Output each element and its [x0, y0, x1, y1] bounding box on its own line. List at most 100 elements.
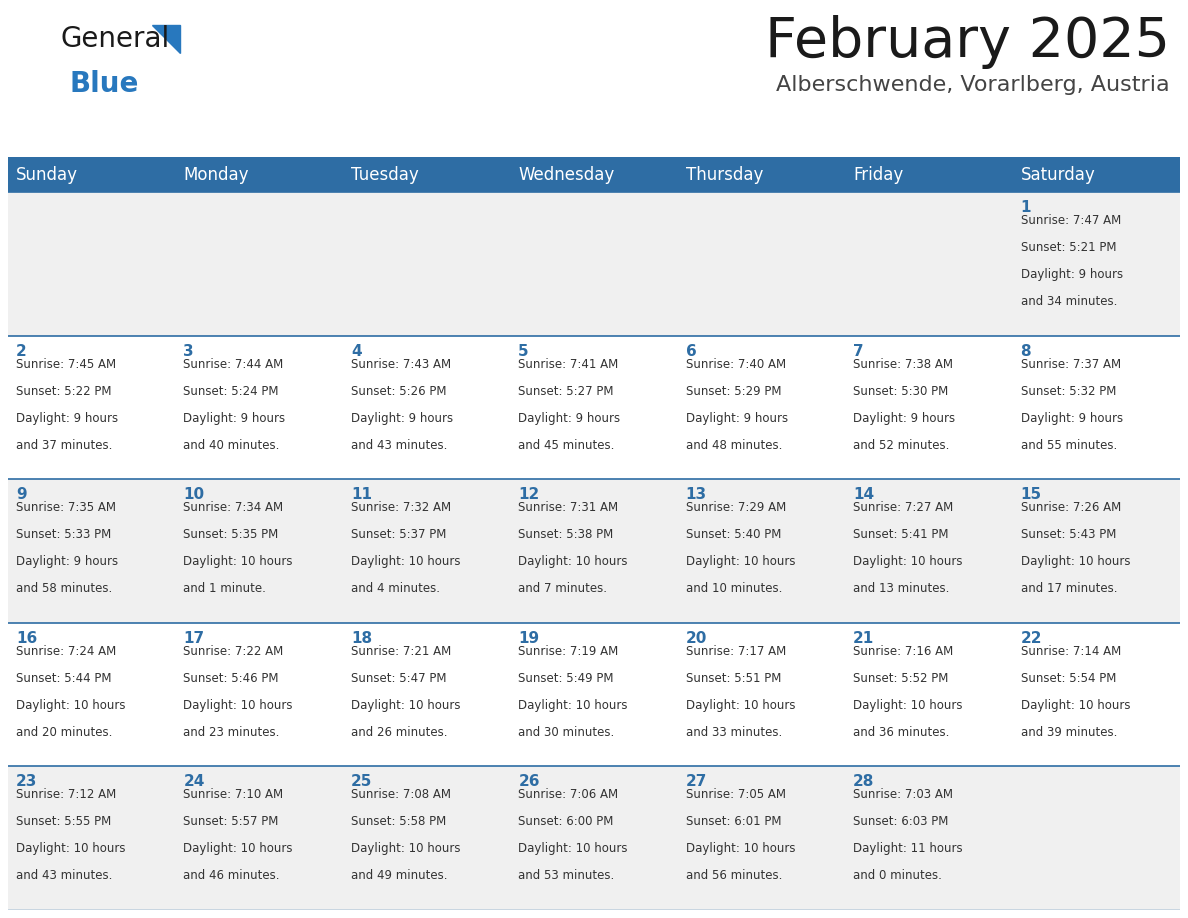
- Text: Daylight: 10 hours: Daylight: 10 hours: [183, 555, 293, 568]
- Text: Sunrise: 7:40 AM: Sunrise: 7:40 AM: [685, 358, 785, 371]
- Text: Sunrise: 7:22 AM: Sunrise: 7:22 AM: [183, 644, 284, 658]
- Text: Daylight: 10 hours: Daylight: 10 hours: [685, 843, 795, 856]
- Bar: [511, 336, 677, 479]
- Text: Sunset: 5:21 PM: Sunset: 5:21 PM: [1020, 241, 1116, 254]
- Text: Sunset: 5:22 PM: Sunset: 5:22 PM: [15, 385, 112, 397]
- Text: 12: 12: [518, 487, 539, 502]
- Text: Daylight: 9 hours: Daylight: 9 hours: [15, 555, 118, 568]
- Text: Sunset: 6:03 PM: Sunset: 6:03 PM: [853, 815, 948, 828]
- Bar: [677, 192, 845, 336]
- Text: Daylight: 9 hours: Daylight: 9 hours: [853, 411, 955, 425]
- Text: Sunrise: 7:05 AM: Sunrise: 7:05 AM: [685, 789, 785, 801]
- Text: Sunset: 5:51 PM: Sunset: 5:51 PM: [685, 672, 781, 685]
- Bar: [845, 479, 1012, 622]
- Text: and 20 minutes.: and 20 minutes.: [15, 726, 113, 739]
- Text: 15: 15: [1020, 487, 1042, 502]
- Text: Daylight: 10 hours: Daylight: 10 hours: [685, 699, 795, 711]
- Text: and 52 minutes.: and 52 minutes.: [853, 439, 949, 452]
- Text: Daylight: 9 hours: Daylight: 9 hours: [15, 411, 118, 425]
- Text: Sunrise: 7:43 AM: Sunrise: 7:43 AM: [350, 358, 451, 371]
- Bar: [677, 767, 845, 910]
- Text: 2: 2: [15, 343, 27, 359]
- Text: and 37 minutes.: and 37 minutes.: [15, 439, 113, 452]
- Text: 14: 14: [853, 487, 874, 502]
- Text: Sunrise: 7:35 AM: Sunrise: 7:35 AM: [15, 501, 116, 514]
- Text: 20: 20: [685, 631, 707, 645]
- Text: 23: 23: [15, 775, 37, 789]
- Text: Wednesday: Wednesday: [518, 165, 614, 184]
- Text: Sunrise: 7:45 AM: Sunrise: 7:45 AM: [15, 358, 116, 371]
- Text: Daylight: 9 hours: Daylight: 9 hours: [183, 411, 285, 425]
- Text: 5: 5: [518, 343, 529, 359]
- Text: Sunset: 5:47 PM: Sunset: 5:47 PM: [350, 672, 447, 685]
- Text: Daylight: 10 hours: Daylight: 10 hours: [1020, 555, 1130, 568]
- Bar: [8, 479, 176, 622]
- Bar: [8, 622, 176, 767]
- Text: 10: 10: [183, 487, 204, 502]
- Text: Sunrise: 7:19 AM: Sunrise: 7:19 AM: [518, 644, 619, 658]
- Text: Daylight: 10 hours: Daylight: 10 hours: [853, 699, 962, 711]
- Text: 7: 7: [853, 343, 864, 359]
- Text: Sunset: 5:43 PM: Sunset: 5:43 PM: [1020, 528, 1116, 542]
- Text: and 23 minutes.: and 23 minutes.: [183, 726, 280, 739]
- Bar: [845, 336, 1012, 479]
- Text: February 2025: February 2025: [765, 15, 1170, 69]
- Text: Sunset: 5:40 PM: Sunset: 5:40 PM: [685, 528, 781, 542]
- Bar: [176, 479, 343, 622]
- Text: Sunset: 5:44 PM: Sunset: 5:44 PM: [15, 672, 112, 685]
- Text: and 43 minutes.: and 43 minutes.: [15, 869, 113, 882]
- Text: Daylight: 9 hours: Daylight: 9 hours: [1020, 411, 1123, 425]
- Text: Sunrise: 7:32 AM: Sunrise: 7:32 AM: [350, 501, 451, 514]
- Text: Tuesday: Tuesday: [350, 165, 418, 184]
- Text: Saturday: Saturday: [1020, 165, 1095, 184]
- Text: Sunset: 5:41 PM: Sunset: 5:41 PM: [853, 528, 949, 542]
- Text: Sunset: 5:54 PM: Sunset: 5:54 PM: [1020, 672, 1116, 685]
- Bar: [343, 767, 511, 910]
- Bar: [511, 767, 677, 910]
- Text: 13: 13: [685, 487, 707, 502]
- Text: Daylight: 10 hours: Daylight: 10 hours: [183, 699, 293, 711]
- Text: Sunrise: 7:47 AM: Sunrise: 7:47 AM: [1020, 214, 1120, 227]
- Text: and 55 minutes.: and 55 minutes.: [1020, 439, 1117, 452]
- Text: 19: 19: [518, 631, 539, 645]
- Bar: [8, 157, 1180, 192]
- Bar: [677, 479, 845, 622]
- Text: Daylight: 10 hours: Daylight: 10 hours: [350, 555, 461, 568]
- Text: Daylight: 9 hours: Daylight: 9 hours: [685, 411, 788, 425]
- Text: Sunrise: 7:41 AM: Sunrise: 7:41 AM: [518, 358, 619, 371]
- Bar: [677, 622, 845, 767]
- Bar: [343, 336, 511, 479]
- Text: Sunrise: 7:03 AM: Sunrise: 7:03 AM: [853, 789, 953, 801]
- Bar: [176, 767, 343, 910]
- Text: Sunrise: 7:44 AM: Sunrise: 7:44 AM: [183, 358, 284, 371]
- Text: Sunset: 5:26 PM: Sunset: 5:26 PM: [350, 385, 447, 397]
- Text: 9: 9: [15, 487, 26, 502]
- Text: Daylight: 10 hours: Daylight: 10 hours: [1020, 699, 1130, 711]
- Text: and 33 minutes.: and 33 minutes.: [685, 726, 782, 739]
- Text: 18: 18: [350, 631, 372, 645]
- Text: 4: 4: [350, 343, 361, 359]
- Bar: [176, 192, 343, 336]
- Text: Sunrise: 7:37 AM: Sunrise: 7:37 AM: [1020, 358, 1120, 371]
- Text: Sunrise: 7:27 AM: Sunrise: 7:27 AM: [853, 501, 954, 514]
- Text: Blue: Blue: [70, 70, 139, 98]
- Text: Sunset: 5:38 PM: Sunset: 5:38 PM: [518, 528, 613, 542]
- Text: 22: 22: [1020, 631, 1042, 645]
- Bar: [176, 336, 343, 479]
- Bar: [1012, 479, 1180, 622]
- Text: and 45 minutes.: and 45 minutes.: [518, 439, 614, 452]
- Bar: [8, 767, 176, 910]
- Text: Sunset: 5:29 PM: Sunset: 5:29 PM: [685, 385, 782, 397]
- Text: and 26 minutes.: and 26 minutes.: [350, 726, 448, 739]
- Text: Daylight: 10 hours: Daylight: 10 hours: [685, 555, 795, 568]
- Text: Monday: Monday: [183, 165, 249, 184]
- Text: Sunrise: 7:10 AM: Sunrise: 7:10 AM: [183, 789, 284, 801]
- Text: Sunset: 5:57 PM: Sunset: 5:57 PM: [183, 815, 279, 828]
- Text: and 34 minutes.: and 34 minutes.: [1020, 295, 1117, 308]
- Text: Sunset: 5:27 PM: Sunset: 5:27 PM: [518, 385, 614, 397]
- Text: 11: 11: [350, 487, 372, 502]
- Text: Sunset: 6:01 PM: Sunset: 6:01 PM: [685, 815, 782, 828]
- Text: and 56 minutes.: and 56 minutes.: [685, 869, 782, 882]
- Bar: [176, 622, 343, 767]
- Bar: [511, 479, 677, 622]
